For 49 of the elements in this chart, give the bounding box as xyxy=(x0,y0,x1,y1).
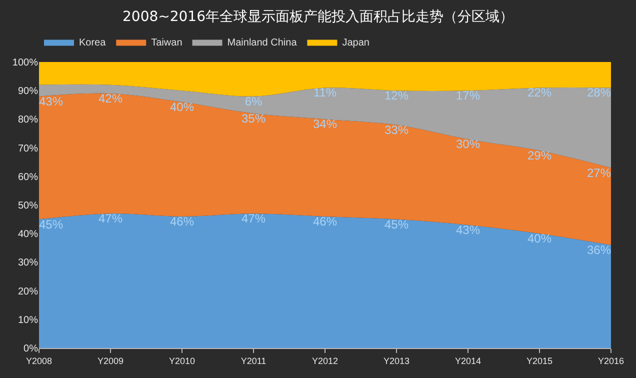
legend-label: Mainland China xyxy=(227,38,298,49)
data-label: 45% xyxy=(384,217,409,232)
y-tick-label: 10% xyxy=(18,314,38,326)
y-tick-label: 70% xyxy=(18,143,38,154)
data-label: 43% xyxy=(39,94,64,108)
data-label: 33% xyxy=(384,122,409,137)
data-label: 30% xyxy=(456,137,480,152)
data-label: 36% xyxy=(586,243,612,258)
data-label: 6% xyxy=(244,94,262,108)
data-label: 46% xyxy=(170,214,194,228)
data-label: 34% xyxy=(312,117,338,132)
x-tick-label: Y2008 xyxy=(26,356,52,366)
data-label: 29% xyxy=(527,148,552,163)
data-label: 11% xyxy=(313,86,337,100)
data-label: 40% xyxy=(527,232,552,246)
data-label: 17% xyxy=(456,88,480,103)
x-tick-label: Y2013 xyxy=(383,356,410,366)
x-tick-label: Y2010 xyxy=(168,356,196,366)
data-label: 22% xyxy=(527,86,552,100)
data-label: 46% xyxy=(312,214,338,228)
legend-label: Korea xyxy=(79,38,106,49)
y-tick-label: 90% xyxy=(18,86,38,98)
data-label: 28% xyxy=(586,86,612,100)
x-tick-label: Y2016 xyxy=(598,356,624,366)
x-tick-label: Y2014 xyxy=(454,356,482,366)
legend-label: Taiwan xyxy=(151,38,182,49)
data-label: 27% xyxy=(586,166,612,180)
x-tick-label: Y2009 xyxy=(97,356,124,366)
data-label: 47% xyxy=(98,212,123,226)
data-label: 43% xyxy=(456,223,480,238)
y-tick-label: 60% xyxy=(18,172,38,183)
data-label: 12% xyxy=(384,88,409,103)
x-tick-label: Y2012 xyxy=(312,356,338,366)
y-tick-label: 40% xyxy=(18,229,38,240)
y-tick-label: 50% xyxy=(18,200,38,212)
y-tick-label: 80% xyxy=(18,114,38,126)
chart-title: 2008~2016年全球显示面板产能投入面积占比走势（分区域） xyxy=(122,9,514,26)
y-tick-label: 30% xyxy=(18,258,38,269)
x-tick-label: Y2015 xyxy=(526,356,553,366)
y-tick-label: 20% xyxy=(18,286,38,298)
data-label: 47% xyxy=(241,212,266,226)
legend-label: Japan xyxy=(342,38,370,49)
y-tick-label: 0% xyxy=(24,344,38,354)
x-tick-label: Y2011 xyxy=(240,356,266,366)
data-label: 42% xyxy=(98,91,123,106)
data-label: 45% xyxy=(39,217,64,232)
data-label: 35% xyxy=(241,111,266,126)
y-tick-label: 100% xyxy=(12,58,38,68)
data-label: 40% xyxy=(170,100,194,114)
